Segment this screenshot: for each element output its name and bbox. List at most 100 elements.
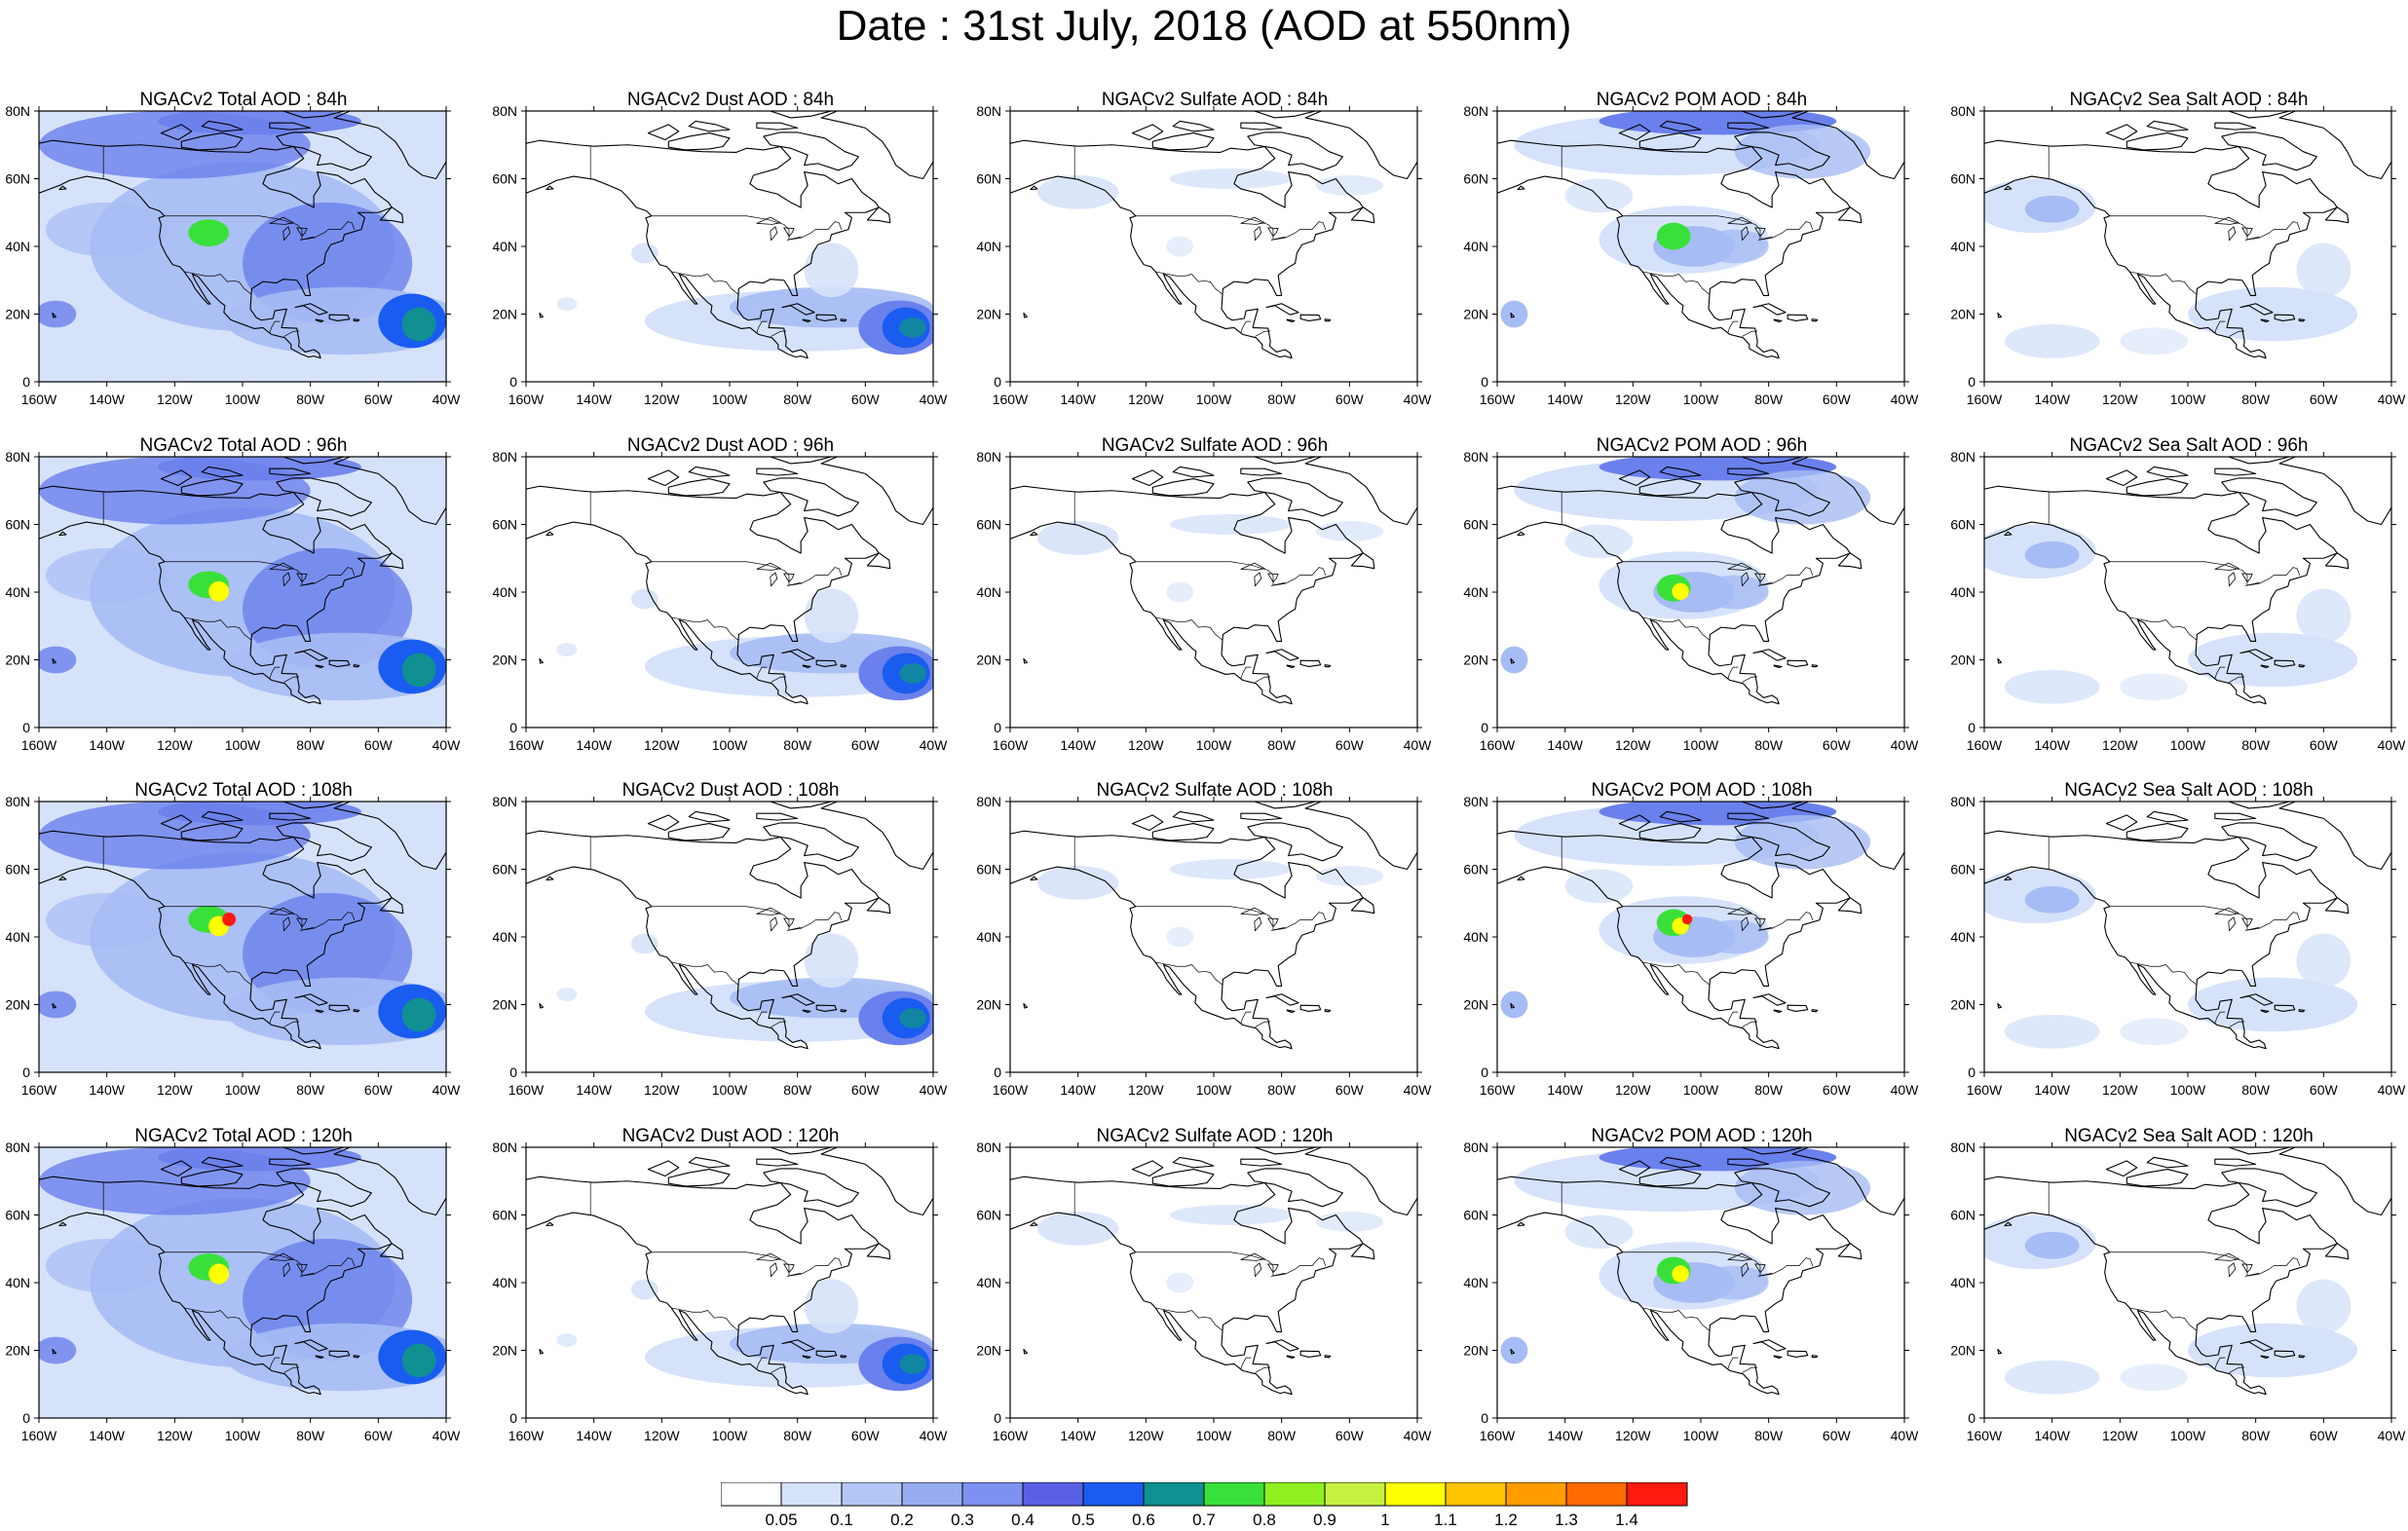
lat-tick-label: 40N — [5, 239, 30, 254]
map-panel-pom-108h: NGACv2 POM AOD : 108h 160W 140W 120W 100W 80W… — [1458, 780, 1919, 1098]
panel-title: NGACv2 Sulfate AOD : 108h — [1096, 780, 1334, 801]
lat-tick-label: 20N — [492, 997, 517, 1013]
aod-field — [1500, 457, 1871, 674]
coastlines — [1984, 111, 2391, 359]
lat-tick-label: 80N — [1463, 103, 1488, 119]
map-panel-dust-108h: NGACv2 Dust AOD : 108h 160W 140W 120W 100W 80… — [487, 780, 948, 1098]
map-dust: 160W 140W 120W 100W 80W 60W 40W 0 20N 40N 60N 80N — [492, 794, 948, 1098]
lat-tick-label: 20N — [1463, 997, 1488, 1013]
colorbar-swatch — [1626, 1482, 1688, 1507]
lon-tick-label: 160W — [508, 737, 545, 753]
lat-tick-label: 80N — [1463, 449, 1488, 465]
panel-title: NGACv2 Sea Salt AOD : 108h — [2064, 780, 2314, 801]
lat-tick-label: 0 — [1481, 374, 1488, 390]
lon-tick-label: 40W — [433, 737, 462, 753]
coastlines — [526, 457, 933, 705]
map-frame — [1009, 1146, 1418, 1419]
lat-tick-label: 60N — [1463, 1208, 1488, 1223]
lon-tick-label: 140W — [89, 1428, 125, 1443]
colorbar-swatch — [1505, 1482, 1567, 1507]
lat-tick-label: 80N — [976, 103, 1001, 119]
lon-tick-label: 40W — [920, 392, 949, 407]
lon-tick-label: 160W — [993, 737, 1029, 753]
map-sulfate: 160W 140W 120W 100W 80W 60W 40W 0 20N 40N 60N 80N — [976, 103, 1432, 407]
lat-tick-label: 20N — [1950, 653, 1975, 668]
aod-field — [39, 802, 446, 1072]
lon-tick-label: 140W — [576, 737, 612, 753]
map-dust: 160W 140W 120W 100W 80W 60W 40W 0 20N 40N 60N 80N — [492, 449, 948, 753]
lon-tick-label: 100W — [225, 737, 261, 753]
colorbar-label: 0.8 — [1253, 1511, 1276, 1527]
lon-tick-label: 80W — [783, 737, 812, 753]
map-pom: 160W 140W 120W 100W 80W 60W 40W 0 20N 40N 60N 80N — [1463, 449, 1919, 753]
lon-tick-label: 120W — [1128, 1428, 1164, 1443]
lon-tick-label: 120W — [2102, 737, 2138, 753]
panel-title: NGACv2 POM AOD : 96h — [1596, 435, 1808, 456]
colorbar-swatch — [1324, 1482, 1386, 1507]
colorbar-label: 1 — [1380, 1511, 1389, 1527]
lat-tick-label: 0 — [1481, 1064, 1488, 1080]
map-frame — [1009, 456, 1418, 728]
map-seasalt: 160W 140W 120W 100W 80W 60W 40W 0 20N 40N 60N 80N — [1950, 103, 2406, 407]
lon-tick-label: 120W — [1128, 737, 1164, 753]
aod-field — [1984, 178, 2358, 358]
lon-tick-label: 60W — [364, 1082, 394, 1098]
colorbar-label: 0.6 — [1132, 1511, 1155, 1527]
lat-tick-label: 60N — [976, 862, 1001, 878]
lat-tick-label: 80N — [1950, 794, 1975, 809]
lon-tick-label: 80W — [2241, 1082, 2271, 1098]
lon-tick-label: 40W — [433, 1082, 462, 1098]
lat-tick-label: 0 — [1968, 1410, 1975, 1426]
lon-tick-label: 60W — [1336, 737, 1365, 753]
lon-tick-label: 120W — [1615, 1082, 1651, 1098]
aod-field — [556, 588, 933, 701]
lon-tick-label: 80W — [296, 737, 325, 753]
lon-tick-label: 160W — [21, 392, 57, 407]
aod-field — [39, 1147, 446, 1418]
lat-tick-label: 40N — [976, 584, 1001, 600]
lat-tick-label: 40N — [1950, 584, 1975, 600]
lat-tick-label: 20N — [1463, 307, 1488, 322]
lat-tick-label: 60N — [1950, 1208, 1975, 1223]
lon-tick-label: 140W — [1060, 1428, 1096, 1443]
lat-tick-label: 40N — [5, 929, 30, 945]
lon-tick-label: 160W — [1480, 1428, 1516, 1443]
lon-tick-label: 60W — [851, 737, 881, 753]
lon-tick-label: 140W — [1060, 1082, 1096, 1098]
coastlines — [1010, 1147, 1417, 1396]
lat-tick-label: 60N — [1950, 171, 1975, 187]
panel-title: NGACv2 Dust AOD : 108h — [621, 780, 840, 801]
lat-tick-label: 0 — [22, 1410, 30, 1426]
lon-tick-label: 120W — [644, 1428, 680, 1443]
lon-tick-label: 60W — [851, 1082, 881, 1098]
lon-tick-label: 100W — [1196, 1082, 1232, 1098]
lat-tick-label: 20N — [1463, 653, 1488, 668]
lon-tick-label: 120W — [157, 1428, 193, 1443]
colorbar-label: 0.2 — [890, 1511, 914, 1527]
lon-tick-label: 60W — [1823, 1082, 1852, 1098]
lon-tick-label: 140W — [1060, 737, 1096, 753]
map-panel-sulfate-96h: NGACv2 Sulfate AOD : 96h 160W 140W 120W 100W… — [971, 435, 1432, 753]
map-panel-pom-96h: NGACv2 POM AOD : 96h 160W 140W 120W 100W 80W 6… — [1458, 435, 1919, 753]
colorbar-label: 0.7 — [1192, 1511, 1216, 1527]
aod-field — [556, 1279, 933, 1392]
lon-tick-label: 160W — [1967, 1428, 2003, 1443]
main-title: Date : 31st July, 2018 (AOD at 550nm) — [836, 2, 1572, 50]
lon-tick-label: 40W — [1404, 1428, 1433, 1443]
lon-tick-label: 140W — [2034, 1428, 2070, 1443]
lon-tick-label: 100W — [1683, 737, 1719, 753]
map-panel-dust-96h: NGACv2 Dust AOD : 96h 160W 140W 120W 100W 80W… — [487, 435, 948, 753]
colorbar-swatch — [1082, 1482, 1145, 1507]
map-seasalt: 160W 140W 120W 100W 80W 60W 40W 0 20N 40N 60N 80N — [1950, 449, 2406, 753]
map-panel-sulfate-120h: NGACv2 Sulfate AOD : 120h 160W 140W 120W 100… — [971, 1126, 1432, 1443]
lon-tick-label: 100W — [225, 392, 261, 407]
panel-title: NGACv2 Sulfate AOD : 84h — [1101, 90, 1329, 110]
lon-tick-label: 140W — [1547, 1082, 1583, 1098]
coastlines — [1497, 1147, 1904, 1396]
lat-tick-label: 20N — [976, 1343, 1001, 1359]
lat-tick-label: 60N — [5, 171, 30, 187]
lat-tick-label: 40N — [1463, 239, 1488, 254]
lat-tick-label: 60N — [492, 517, 517, 533]
panel-title: NGACv2 Total AOD : 84h — [139, 90, 348, 110]
map-sulfate: 160W 140W 120W 100W 80W 60W 40W 0 20N 40N 60N 80N — [976, 794, 1432, 1098]
